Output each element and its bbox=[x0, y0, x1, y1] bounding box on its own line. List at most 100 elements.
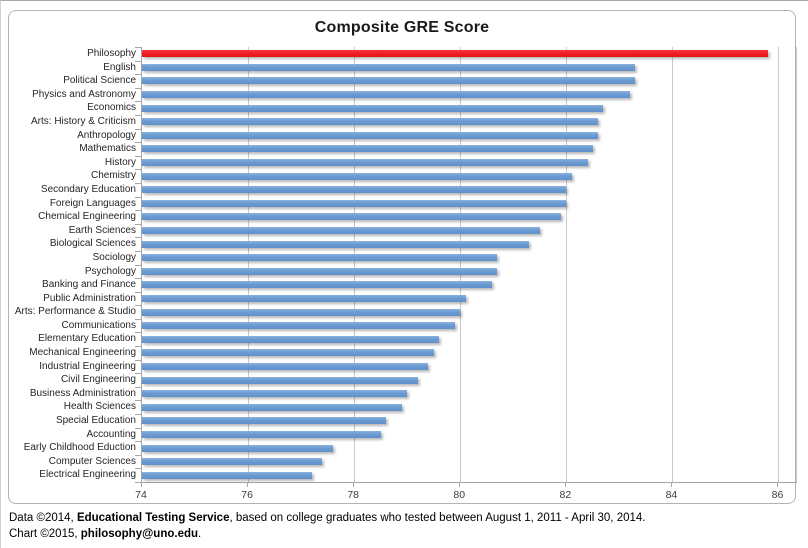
x-axis-tick bbox=[353, 483, 355, 487]
bar bbox=[142, 63, 636, 71]
x-axis-tick bbox=[459, 483, 461, 487]
gridline bbox=[354, 47, 356, 482]
y-axis-tick bbox=[135, 182, 141, 184]
category-label: Physics and Astronomy bbox=[32, 88, 136, 100]
bar bbox=[142, 91, 630, 99]
y-axis-tick bbox=[135, 264, 141, 266]
category-label: Mathematics bbox=[79, 143, 136, 155]
y-axis-tick bbox=[135, 359, 141, 361]
category-label: Accounting bbox=[86, 428, 136, 440]
footer: Data ©2014, Educational Testing Service,… bbox=[9, 510, 801, 542]
y-axis-tick bbox=[135, 468, 141, 470]
bar bbox=[142, 430, 381, 438]
bar bbox=[142, 159, 588, 167]
category-label: Special Education bbox=[55, 415, 136, 427]
gridline bbox=[248, 47, 250, 482]
x-axis-tick-label: 78 bbox=[347, 489, 359, 501]
category-label: Early Childhood Eduction bbox=[23, 442, 136, 454]
x-axis-tick bbox=[565, 483, 567, 487]
y-axis-tick bbox=[135, 454, 141, 456]
category-label: History bbox=[104, 156, 136, 168]
category-label: Sociology bbox=[92, 251, 136, 263]
category-label: Computer Sciences bbox=[48, 455, 136, 467]
y-axis-tick bbox=[135, 332, 141, 334]
bar bbox=[142, 444, 333, 452]
bar bbox=[142, 294, 466, 302]
y-axis-tick bbox=[135, 128, 141, 130]
bar bbox=[142, 186, 567, 194]
y-axis-tick bbox=[135, 386, 141, 388]
y-axis-tick bbox=[135, 60, 141, 62]
x-axis-tick bbox=[247, 483, 249, 487]
y-axis-tick bbox=[135, 196, 141, 198]
bar bbox=[142, 104, 604, 112]
bar bbox=[142, 281, 493, 289]
category-label: Chemistry bbox=[90, 170, 136, 182]
bar bbox=[142, 322, 455, 330]
category-label: Political Science bbox=[63, 75, 136, 87]
x-axis-tick-label: 86 bbox=[771, 489, 784, 501]
y-axis-tick bbox=[135, 373, 141, 375]
y-axis-tick bbox=[135, 427, 141, 429]
bar bbox=[142, 417, 386, 425]
category-label: Philosophy bbox=[87, 48, 136, 59]
bar bbox=[142, 335, 440, 343]
plot-area bbox=[141, 47, 797, 483]
category-label: Psychology bbox=[84, 265, 136, 277]
x-axis-tick bbox=[671, 483, 673, 487]
x-axis-tick-label: 84 bbox=[665, 489, 678, 501]
category-label: Earth Sciences bbox=[68, 224, 136, 236]
y-axis-tick bbox=[135, 101, 141, 103]
category-label: Secondary Education bbox=[40, 183, 136, 195]
y-axis-tick bbox=[135, 155, 141, 157]
bar bbox=[142, 267, 498, 275]
y-axis-tick bbox=[135, 250, 141, 252]
category-label: Industrial Engineering bbox=[39, 360, 136, 372]
category-label: Foreign Languages bbox=[49, 197, 136, 209]
category-label: Public Administration bbox=[43, 292, 136, 304]
category-label: Biological Sciences bbox=[49, 238, 136, 250]
category-label: Civil Engineering bbox=[60, 374, 136, 386]
chart-title: Composite GRE Score bbox=[314, 19, 490, 36]
bar bbox=[142, 227, 540, 235]
y-axis-tick bbox=[135, 114, 141, 116]
category-label: Electrical Engineering bbox=[39, 469, 136, 481]
x-axis-tick-label: 80 bbox=[453, 489, 466, 501]
y-axis-tick bbox=[135, 291, 141, 293]
x-axis-tick-label: 74 bbox=[135, 489, 147, 501]
gridline bbox=[460, 47, 462, 482]
bar bbox=[142, 471, 312, 479]
category-label: Communications bbox=[61, 319, 136, 331]
x-axis-tick-label: 76 bbox=[241, 489, 253, 501]
category-label: Banking and Finance bbox=[42, 279, 136, 291]
y-axis-tick bbox=[135, 482, 141, 483]
category-label: Business Administration bbox=[29, 387, 136, 399]
y-axis-tick bbox=[135, 305, 141, 307]
y-axis-tick bbox=[135, 400, 141, 402]
bar bbox=[142, 199, 567, 207]
x-axis-tick bbox=[777, 483, 779, 487]
gridline bbox=[778, 47, 780, 482]
bar bbox=[142, 240, 530, 248]
x-axis-tick bbox=[141, 483, 142, 487]
bar bbox=[142, 362, 429, 370]
y-axis-tick bbox=[135, 87, 141, 89]
bar bbox=[142, 390, 408, 398]
bar-highlight bbox=[142, 50, 768, 58]
y-axis-tick bbox=[135, 142, 141, 144]
y-axis-tick bbox=[135, 169, 141, 171]
category-label: Chemical Engineering bbox=[38, 211, 136, 223]
y-axis-tick bbox=[135, 414, 141, 416]
y-axis-tick bbox=[135, 47, 141, 48]
y-axis-tick bbox=[135, 441, 141, 443]
category-label: Anthropology bbox=[77, 129, 136, 141]
bar bbox=[142, 376, 418, 384]
category-label: English bbox=[103, 61, 136, 73]
bar bbox=[142, 213, 562, 221]
category-label: Economics bbox=[87, 102, 136, 114]
category-label: Elementary Education bbox=[38, 333, 136, 345]
y-axis-tick bbox=[135, 318, 141, 320]
category-label: Arts: Performance & Studio bbox=[14, 306, 136, 318]
bar bbox=[142, 403, 402, 411]
